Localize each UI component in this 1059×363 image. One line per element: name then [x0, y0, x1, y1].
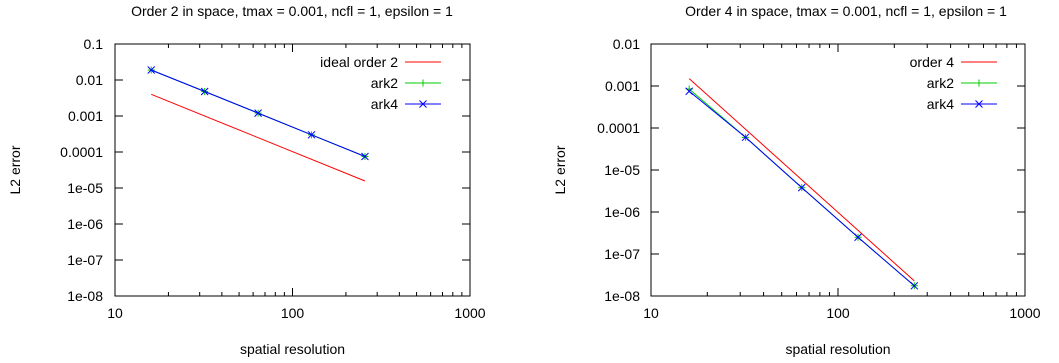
x-axis-label: spatial resolution [785, 341, 890, 357]
x-tick-label: 100 [281, 305, 305, 321]
legend-label-ideal-order-2: ideal order 2 [320, 54, 398, 70]
data-point-ark4 [741, 133, 750, 142]
legend-label-ark2: ark2 [927, 75, 954, 91]
legend-label-ark4: ark4 [927, 96, 954, 112]
data-point-ark4 [200, 87, 209, 96]
legend-marker-ark2 [419, 79, 427, 87]
data-point-ark4 [910, 281, 919, 290]
legend-marker-ark4 [419, 100, 427, 108]
y-tick-label: 1e-07 [67, 252, 103, 268]
y-tick-label: 1e-08 [604, 288, 640, 304]
x-tick-label: 100 [826, 305, 850, 321]
y-tick-label: 0.0001 [60, 144, 103, 160]
y-tick-label: 1e-08 [67, 288, 103, 304]
plot-frame [650, 43, 1026, 297]
y-tick-label: 0.01 [76, 72, 103, 88]
y-tick-label: 0.001 [68, 108, 103, 124]
y-tick-label: 0.01 [613, 36, 640, 52]
y-axis-label: L2 error [552, 145, 568, 194]
data-point-ark4 [685, 87, 694, 96]
series-line-ideal-order-2 [151, 93, 366, 182]
y-tick-label: 1e-05 [604, 162, 640, 178]
data-point-ark4 [147, 66, 156, 74]
y-tick-label: 1e-07 [604, 246, 640, 262]
legend-label-ark4: ark4 [371, 96, 398, 112]
data-point-ark4 [254, 109, 262, 118]
chart-title: Order 4 in space, tmax = 0.001, ncfl = 1… [685, 3, 1007, 19]
legend-marker-ark2 [975, 79, 983, 87]
x-tick-label: 10 [643, 305, 659, 321]
x-tick-label: 10 [107, 305, 123, 321]
legend-label-order-4: order 4 [910, 54, 955, 70]
x-axis-label: spatial resolution [240, 341, 345, 357]
y-tick-label: 0.001 [605, 78, 640, 94]
x-tick-label: 1000 [1009, 305, 1040, 321]
y-tick-label: 1e-06 [604, 204, 640, 220]
y-tick-label: 1e-06 [67, 216, 103, 232]
chart-panel-order-4: Order 4 in space, tmax = 0.001, ncfl = 1… [552, 3, 1041, 357]
chart-panel-order-2: Order 2 in space, tmax = 0.001, ncfl = 1… [7, 3, 486, 357]
y-tick-label: 0.1 [84, 36, 104, 52]
y-tick-label: 1e-05 [67, 180, 103, 196]
legend-marker-ark4 [975, 100, 983, 108]
data-point-ark4 [854, 233, 862, 242]
data-point-ark4 [797, 183, 806, 192]
y-axis-label: L2 error [7, 145, 23, 194]
plot-frame [114, 43, 471, 297]
chart-title: Order 2 in space, tmax = 0.001, ncfl = 1… [131, 3, 453, 19]
data-point-ark4 [307, 130, 316, 139]
series-line-order-4 [688, 78, 915, 282]
y-tick-label: 0.0001 [597, 120, 640, 136]
x-tick-label: 1000 [454, 305, 485, 321]
data-point-ark4 [361, 152, 369, 161]
legend-label-ark2: ark2 [371, 75, 398, 91]
